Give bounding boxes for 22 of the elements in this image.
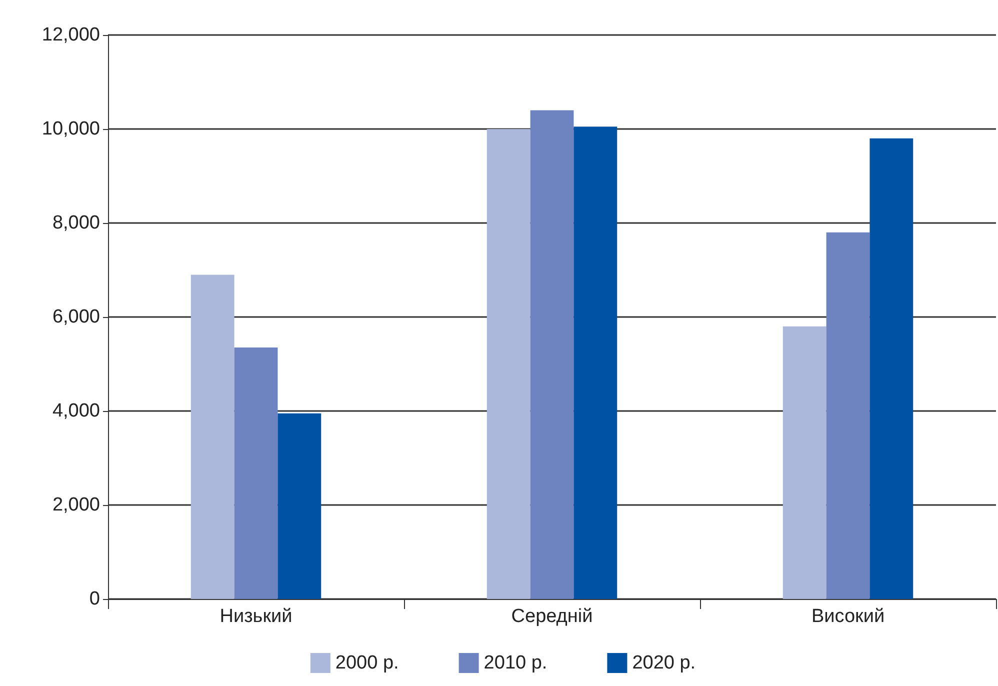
bar [530, 110, 574, 599]
bar [870, 138, 914, 599]
bar [782, 326, 826, 599]
legend-label: 2010 р. [484, 652, 548, 674]
bar [574, 126, 618, 599]
bar [234, 348, 278, 599]
x-tick-label: Середній [511, 606, 593, 627]
bar [190, 274, 234, 599]
bar [278, 413, 322, 599]
y-tick-label: 2,000 [52, 494, 100, 516]
legend-label: 2000 р. [335, 652, 399, 674]
y-tick-label: 12,000 [42, 24, 100, 46]
x-tick-label: Низький [220, 606, 292, 627]
x-tick-label: Високий [811, 606, 885, 627]
y-tick-label: 6,000 [52, 306, 100, 328]
bar [486, 129, 530, 599]
bar [826, 232, 870, 599]
y-tick-label: 8,000 [52, 212, 100, 234]
y-tick-label: 4,000 [52, 400, 100, 422]
y-tick-label: 0 [89, 588, 100, 610]
y-tick-label: 10,000 [42, 118, 100, 140]
legend-label: 2020 р. [632, 652, 696, 674]
